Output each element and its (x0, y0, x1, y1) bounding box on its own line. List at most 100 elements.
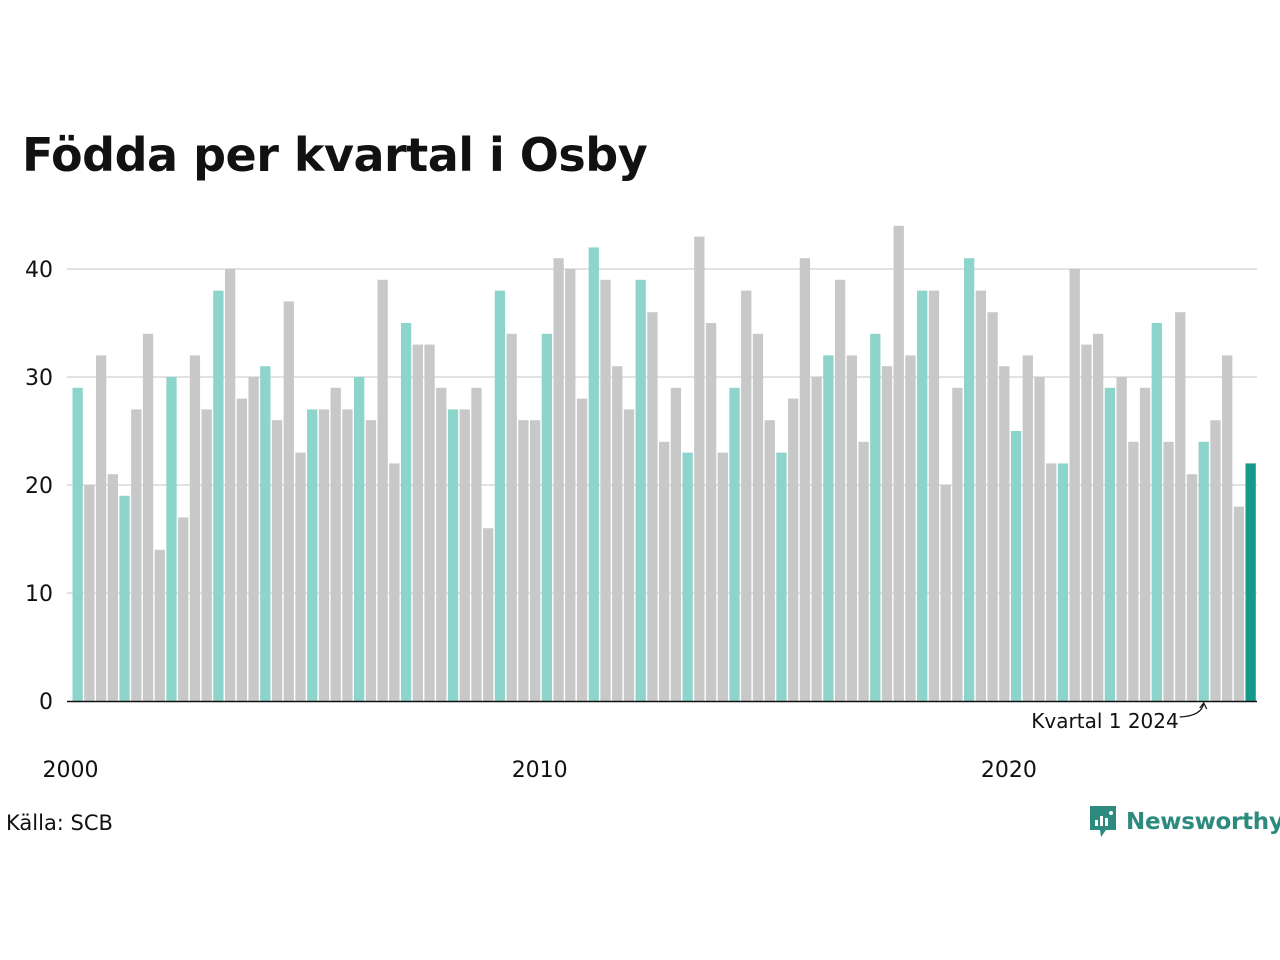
bar (670, 387, 682, 701)
bar (1081, 344, 1092, 701)
bar (799, 258, 811, 701)
bar (1128, 441, 1139, 701)
bar (213, 290, 224, 701)
bar (764, 420, 775, 701)
bar (694, 236, 705, 701)
bar (131, 409, 142, 701)
bar (119, 495, 130, 701)
bar (1069, 269, 1080, 701)
bar (166, 377, 177, 701)
bar (283, 301, 294, 701)
bar (1139, 387, 1151, 701)
bar (494, 290, 506, 701)
bar (154, 549, 165, 701)
bar (436, 387, 447, 701)
bar (893, 225, 904, 702)
bar (400, 323, 412, 701)
bar (975, 290, 987, 701)
bar (1198, 441, 1209, 701)
bar (999, 366, 1010, 701)
newsworthy-logo-icon (1090, 806, 1116, 837)
bar (142, 333, 154, 701)
bar (95, 355, 107, 701)
bar (1210, 420, 1221, 701)
bar (788, 398, 799, 701)
bar (377, 279, 388, 701)
bar (365, 420, 377, 701)
bar (1034, 377, 1045, 701)
bar (318, 409, 330, 701)
bar (717, 452, 728, 701)
bar (330, 387, 341, 701)
bar (84, 485, 95, 701)
annotation-arrow (1179, 701, 1208, 718)
bar (600, 279, 611, 701)
y-tick-label: 10 (25, 582, 53, 607)
bar (107, 474, 118, 701)
bar (963, 258, 975, 701)
bar (565, 269, 576, 701)
bar (342, 409, 353, 701)
y-tick-label: 0 (39, 690, 53, 715)
bar (776, 452, 787, 701)
annotation-label: Kvartal 1 2024 (1031, 709, 1178, 733)
bar (588, 247, 599, 701)
bar (1245, 463, 1256, 701)
bar (940, 485, 951, 701)
bar (647, 312, 658, 701)
bar (1151, 323, 1162, 701)
x-tick-label: 2010 (512, 758, 568, 783)
bar (905, 355, 916, 701)
bar (260, 366, 271, 701)
bar (729, 387, 740, 701)
bar (178, 517, 189, 701)
source-note: Källa: SCB (6, 811, 113, 835)
bar (811, 377, 822, 701)
bar (1116, 377, 1127, 701)
x-tick-label: 2000 (43, 758, 99, 783)
bar (307, 409, 318, 701)
bar (201, 409, 212, 701)
bar (870, 333, 881, 701)
bar (506, 333, 517, 701)
y-tick-label: 20 (25, 474, 53, 499)
bar (1233, 506, 1245, 701)
bar (1093, 333, 1104, 701)
bar-chart: 0 10 20 30 40 2000 2010 2020 Kvartal 1 2024 (25, 225, 1257, 783)
annotation-group: Kvartal 1 2024 (1031, 701, 1208, 733)
bars (72, 225, 1256, 702)
bar (553, 258, 564, 701)
x-tick-label: 2020 (981, 758, 1037, 783)
bar (1222, 355, 1233, 701)
bar (987, 312, 998, 701)
bar (518, 420, 529, 701)
bar (659, 441, 670, 701)
brand-logo: Newsworthy (1088, 804, 1280, 840)
bar (271, 420, 283, 701)
bar (72, 387, 83, 701)
bar (846, 355, 857, 701)
y-tick-label: 30 (25, 366, 53, 391)
bar (529, 420, 541, 701)
bar (576, 398, 588, 701)
bar (741, 290, 752, 701)
bar (1104, 387, 1116, 701)
bar (752, 333, 764, 701)
bar (1046, 463, 1057, 701)
bar (459, 409, 470, 701)
bar (224, 269, 236, 701)
bar (1022, 355, 1033, 701)
bar (881, 366, 893, 701)
bar (917, 290, 928, 701)
brand-name: Newsworthy (1126, 809, 1280, 835)
bar (858, 441, 869, 701)
x-axis-ticks: 2000 2010 2020 (43, 758, 1037, 783)
bar (1175, 312, 1186, 701)
bar (541, 333, 552, 701)
bar (471, 387, 482, 701)
bar (248, 377, 259, 701)
bar (1010, 431, 1022, 701)
bar (928, 290, 940, 701)
bar (389, 463, 400, 701)
bar (424, 344, 435, 701)
